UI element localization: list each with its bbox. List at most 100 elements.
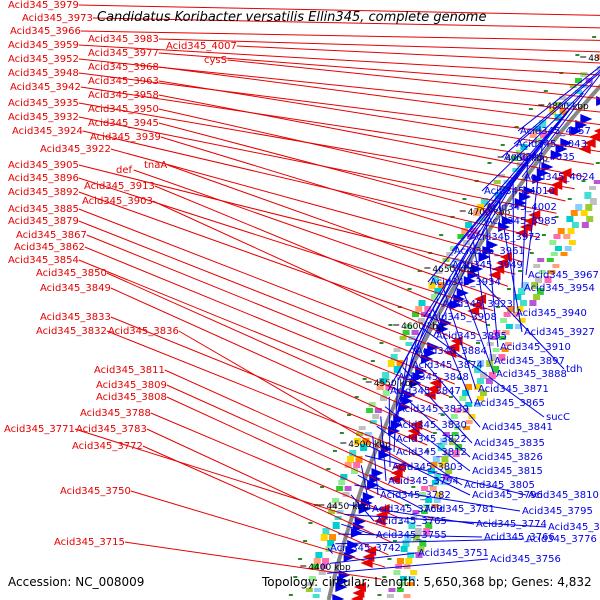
feature-band [346,456,354,463]
reverse-gene-arrow [541,162,554,172]
feature-band [566,216,574,222]
forward-gene-arrow [447,342,460,352]
feature-band [453,408,461,413]
leader-line-reverse [335,538,525,545]
feature-band [584,192,592,199]
gc-dot [411,486,416,488]
gene-label-forward: Acid345_3772 [72,441,143,452]
reverse-gene-arrow [350,528,363,538]
feature-band [461,228,469,234]
gene-label-reverse: Acid345_4043 [516,139,587,150]
feature-band [515,324,523,329]
gene-label-forward: tnaA [144,160,167,171]
feature-band [442,432,450,436]
feature-band [533,294,541,300]
feature-band [564,246,572,251]
gene-label-reverse: Acid345_3961 [454,246,525,257]
gene-label-reverse: Acid345_3769 [372,504,443,515]
reverse-gene-arrow [463,276,476,286]
feature-band [452,450,460,457]
gene-label-forward: Acid345_3879 [8,216,79,227]
feature-band [470,228,478,234]
feature-band [499,336,507,340]
feature-band [518,318,526,323]
feature-band [581,222,589,228]
gene-label-reverse: Acid345_4024 [524,172,595,183]
leader-line-forward [84,246,450,397]
leader-line-forward [78,44,600,76]
gene-label-reverse: Acid345_3954 [524,283,595,294]
forward-gene-arrow [423,390,436,400]
gc-dot [543,90,548,92]
gene-label-reverse: Acid345_3810 [528,490,599,501]
gene-label-reverse: Acid345_3841 [482,422,553,433]
gene-label-reverse: Acid345_3871 [478,384,549,395]
gc-dot [541,234,546,236]
leader-line-reverse [338,533,483,538]
feature-band [322,528,330,535]
feature-band [498,354,506,361]
feature-band [342,492,350,497]
leader-line-forward [133,169,501,300]
feature-band [589,198,597,205]
feature-band [433,498,441,503]
forward-gene-arrow [373,516,386,526]
gc-dot [466,360,471,362]
feature-band [481,198,489,205]
feature-band [430,294,438,300]
feature-band [446,252,454,256]
gc-dot [514,126,519,128]
gene-label-forward: Acid345_3750 [60,486,131,497]
leader-line-reverse [449,131,551,266]
reverse-gene-arrow [335,582,348,592]
feature-band [358,426,366,430]
leader-line-forward [110,287,433,434]
leader-line-reverse [512,181,515,314]
gc-dot [354,396,359,398]
forward-gene-arrow [545,186,558,196]
feature-band [418,492,426,497]
feature-band [425,498,433,503]
leader-line-reverse [521,73,600,178]
feature-band [410,516,418,520]
feature-band [473,210,481,216]
gene-label-forward: Acid345_3903 [82,196,153,207]
feature-band [570,210,578,216]
reverse-gene-arrow [456,288,469,298]
feature-band [465,222,473,228]
feature-band [405,558,413,564]
feature-band [340,474,348,480]
gene-label-forward: Acid345_3833 [40,312,111,323]
feature-band [501,348,509,352]
tick-label: 4750 kbp [506,154,549,164]
feature-band [448,420,456,424]
gene-label-reverse: Acid345_3923 [442,299,513,310]
feature-band [468,414,476,419]
gene-label-forward: Acid345_3715 [54,537,125,548]
gc-dot [288,594,293,596]
feature-band [336,510,344,514]
feature-band [596,54,600,60]
feature-band [382,372,390,379]
feature-band [569,84,577,88]
feature-band [312,564,320,569]
feature-band [305,588,313,592]
gc-dot [581,180,586,182]
feature-band [466,234,474,239]
leader-line-forward [130,490,385,568]
feature-band [462,390,470,396]
feature-band [549,240,557,245]
gene-label-forward: Acid345_3959 [8,40,79,51]
feature-band [312,594,320,598]
feature-band [428,468,436,474]
gc-dot [592,36,597,38]
gene-label-forward: Acid345_3979 [8,0,79,11]
gene-label-forward: Acid345_3849 [40,283,111,294]
feature-band [410,570,418,575]
leader-line-forward [158,108,566,202]
feature-band [405,324,413,329]
leader-line-forward [106,330,423,458]
gc-dot [462,198,467,200]
leader-line-reverse [411,347,481,428]
feature-band [417,318,425,323]
